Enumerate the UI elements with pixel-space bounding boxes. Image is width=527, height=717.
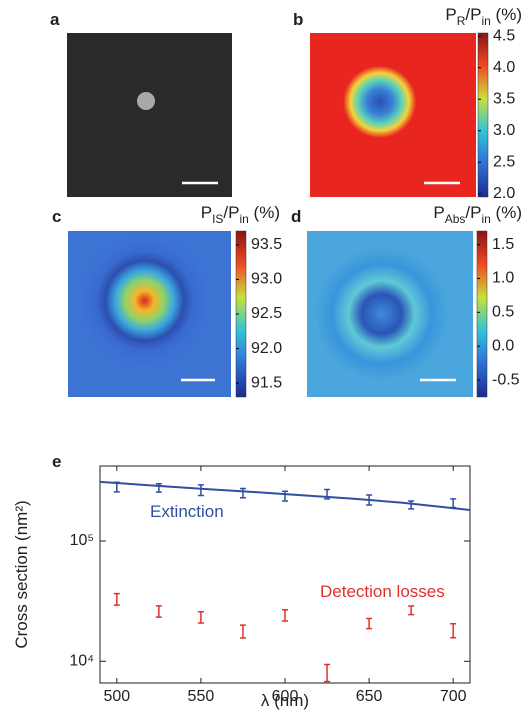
x-tick-label: 650 (356, 688, 383, 705)
sem-image (67, 33, 232, 197)
y-tick-label: 10⁵ (70, 532, 94, 549)
colorbar-tick-label: 92.5 (251, 305, 282, 322)
colorbar-tick-label: -0.5 (492, 371, 520, 388)
error-bar (282, 490, 288, 502)
error-bar (239, 624, 246, 639)
x-tick-label: 500 (103, 688, 130, 705)
error-bar (155, 483, 162, 493)
colorbar-tick-label: 0.0 (492, 337, 514, 354)
x-axis-label: λ (nm) (261, 691, 309, 710)
colorbar-tick-label: 3.0 (493, 122, 515, 139)
colorbar-tick-label: 91.5 (251, 374, 282, 391)
colorbar-title: PAbs/Pin (%) (433, 203, 522, 226)
error-bar (113, 481, 120, 493)
particle (137, 92, 155, 110)
colorbar-tick-label: 3.5 (493, 90, 515, 107)
colorbar-title: PR/Pin (%) (445, 5, 522, 28)
colorbar (477, 32, 489, 198)
panel-label: b (293, 10, 303, 29)
colorbar-tick-label: 2.5 (493, 154, 515, 171)
title-part: /P (465, 5, 481, 24)
title-part: (%) (491, 5, 522, 24)
panel-label: e (52, 452, 61, 471)
colorbar-tick-label: 2.0 (493, 185, 515, 202)
colorbar-tick-label: 1.0 (492, 270, 514, 287)
panel-label: c (52, 207, 61, 226)
subscript: IS (212, 212, 223, 226)
heatmap-d (307, 231, 473, 397)
colorbar-tick-label: 0.5 (492, 304, 514, 321)
x-tick-label: 700 (440, 688, 467, 705)
error-bar (366, 617, 373, 630)
title-part: /P (223, 203, 239, 222)
heatmap-c (68, 231, 231, 397)
subscript: in (239, 212, 248, 226)
title-part: P (201, 203, 212, 222)
subscript: in (481, 212, 490, 226)
error-bar (282, 609, 288, 622)
colorbar-tick-label: 4.5 (493, 27, 515, 44)
colorbar-tick-label: 93.0 (251, 271, 282, 288)
error-bar (197, 611, 204, 624)
error-bar (155, 605, 162, 618)
subscript: R (457, 14, 466, 28)
heatmap-b (310, 33, 476, 197)
panel-label: a (50, 10, 60, 29)
error-bar (408, 500, 415, 510)
colorbar (476, 230, 488, 398)
title-part: (%) (249, 203, 280, 222)
error-bar (450, 498, 457, 509)
error-bar (324, 488, 331, 500)
error-bar (450, 623, 457, 639)
panel-images (67, 33, 476, 397)
title-part: P (445, 5, 456, 24)
x-tick-label: 600 (272, 688, 299, 705)
colorbar-tick-label: 1.5 (492, 236, 514, 253)
x-tick-label: 550 (188, 688, 215, 705)
error-bar (197, 484, 204, 497)
colorbar-tick-label: 92.0 (251, 340, 282, 357)
series-annotation: Extinction (150, 502, 224, 521)
y-axis-label: Cross section (nm²) (12, 500, 31, 648)
subscript: in (481, 14, 490, 28)
y-tick-label: 10⁴ (69, 653, 94, 670)
panel-label: d (291, 207, 301, 226)
colorbar-tick-label: 93.5 (251, 236, 282, 253)
error-bar (366, 494, 373, 506)
colorbar-title: PIS/Pin (%) (201, 203, 280, 226)
error-bar (239, 487, 246, 499)
series-annotation: Detection losses (320, 582, 445, 601)
error-bar (113, 592, 120, 606)
title-part: (%) (491, 203, 522, 222)
subscript: Abs (445, 212, 466, 226)
colorbar-tick-label: 4.0 (493, 59, 515, 76)
title-part: /P (465, 203, 481, 222)
title-part: P (433, 203, 444, 222)
error-bar (324, 663, 331, 683)
error-bar (408, 605, 415, 616)
